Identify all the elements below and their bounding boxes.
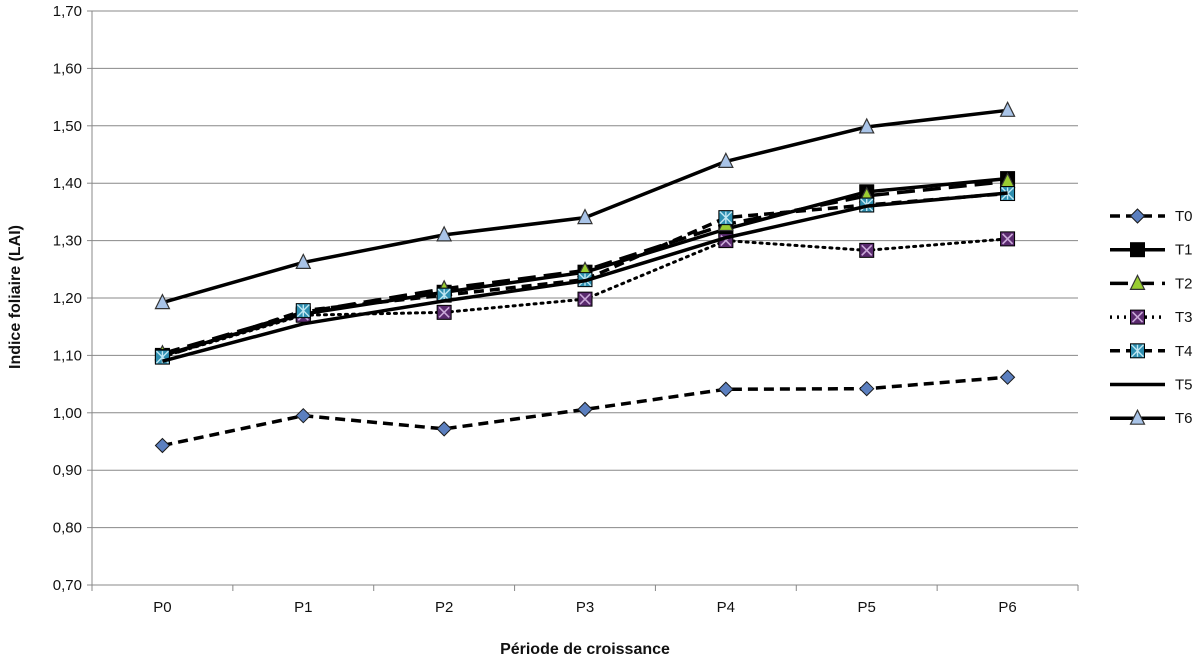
legend-label: T6 — [1175, 410, 1193, 427]
legend-marker — [1130, 343, 1145, 359]
y-tick-label: 1,00 — [53, 405, 82, 422]
y-tick-label: 1,60 — [53, 60, 82, 77]
y-tick-label: 1,50 — [53, 118, 82, 135]
legend-marker — [1130, 242, 1145, 258]
y-tick-label: 1,10 — [53, 347, 82, 364]
data-point — [859, 380, 875, 397]
data-point — [718, 210, 734, 226]
legend-item-T1: T1 — [1110, 242, 1193, 259]
data-point — [295, 407, 311, 424]
data-point — [295, 253, 312, 270]
legend-label: T4 — [1175, 343, 1193, 360]
x-axis-title: Période de croissance — [500, 641, 670, 658]
y-tick-label: 1,70 — [53, 3, 82, 20]
data-point — [154, 437, 171, 454]
series-lines — [154, 100, 1016, 454]
y-tick-label: 1,40 — [53, 175, 82, 192]
data-point — [999, 100, 1016, 117]
series-line — [161, 191, 1008, 363]
legend-label: T5 — [1175, 377, 1193, 394]
series-T0 — [154, 369, 1016, 454]
data-point — [1000, 231, 1016, 247]
data-point — [295, 303, 311, 319]
data-point — [577, 291, 593, 307]
legend-marker — [1129, 274, 1146, 290]
data-point — [154, 349, 170, 365]
legend-item-T5: T5 — [1110, 377, 1193, 394]
legend-marker — [1130, 309, 1145, 325]
data-point — [436, 304, 452, 320]
x-tick-label: P0 — [153, 599, 171, 616]
series-T5 — [161, 191, 1008, 363]
data-point — [858, 117, 875, 134]
y-tick-label: 0,80 — [53, 520, 82, 537]
legend-item-T0: T0 — [1110, 208, 1193, 225]
data-point — [859, 242, 875, 258]
data-point — [717, 152, 734, 168]
legend-marker — [1129, 408, 1146, 425]
data-point — [577, 208, 593, 225]
legend-item-T3: T3 — [1110, 309, 1193, 326]
data-point — [999, 369, 1016, 385]
y-axis-title: Indice foliaire (LAI) — [7, 225, 24, 369]
y-tick-label: 1,30 — [53, 233, 82, 250]
y-tick-label: 0,70 — [53, 577, 82, 594]
data-point — [718, 381, 734, 397]
legend-marker — [1129, 208, 1146, 224]
legend-item-T4: T4 — [1110, 343, 1193, 360]
series-T6 — [154, 100, 1016, 310]
x-tick-label: P2 — [435, 599, 453, 616]
x-tick-label: P4 — [717, 599, 735, 616]
data-point — [436, 421, 452, 437]
legend-label: T1 — [1175, 242, 1193, 259]
legend-label: T2 — [1175, 275, 1193, 292]
legend-item-T2: T2 — [1110, 274, 1193, 292]
x-tick-label: P1 — [294, 599, 312, 616]
y-tick-label: 1,20 — [53, 290, 82, 307]
x-tick-label: P3 — [576, 599, 594, 616]
data-point — [154, 293, 171, 310]
data-point — [577, 401, 593, 418]
x-tick-label: P5 — [858, 599, 876, 616]
x-tick-label: P6 — [998, 599, 1016, 616]
legend-item-T6: T6 — [1110, 408, 1193, 427]
data-point — [436, 225, 453, 242]
axes: 0,70 0,80 0,90 1,00 1,10 1,20 1,30 1,40 1,50 1,60… — [53, 3, 1079, 616]
legend: T0 T1 T2 T3 T4 T5 T6 — [1110, 208, 1193, 427]
y-tick-label: 0,90 — [53, 462, 82, 479]
legend-label: T0 — [1175, 208, 1193, 225]
legend-label: T3 — [1175, 309, 1193, 326]
